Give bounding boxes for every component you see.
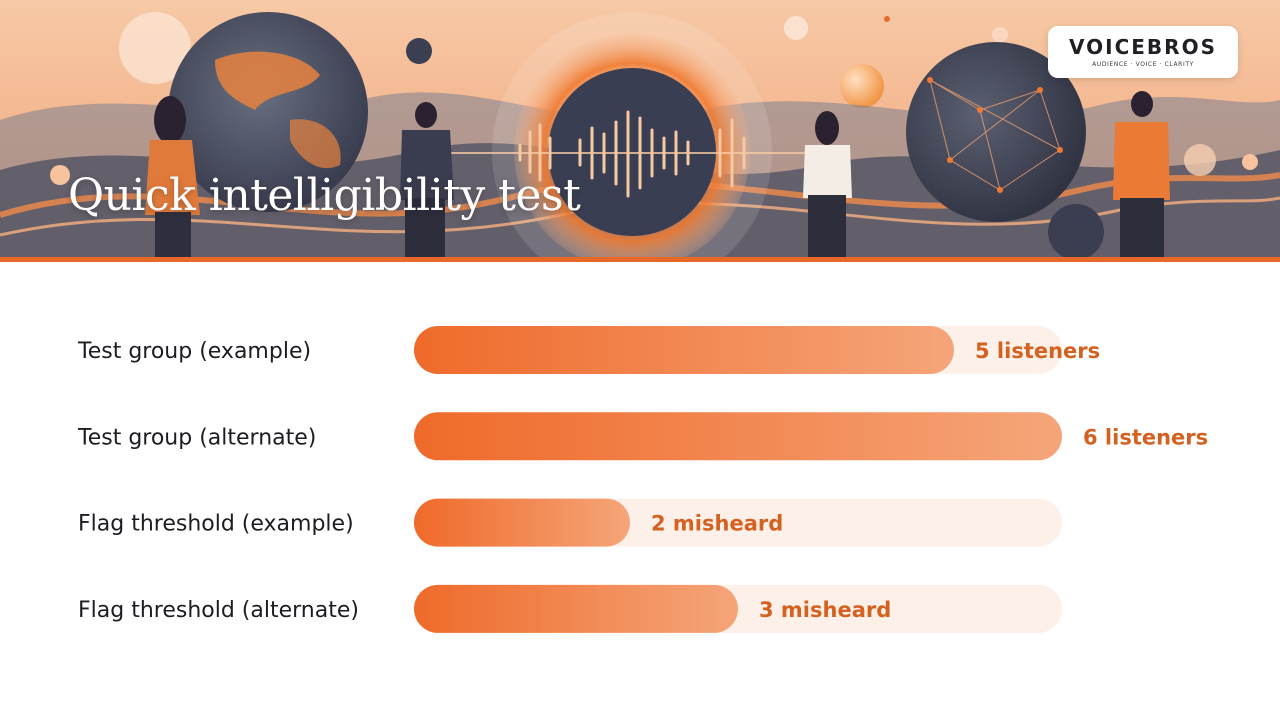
- category-label: Test group (alternate): [77, 425, 316, 450]
- logo-wordmark: VOICEBROS: [1069, 35, 1217, 59]
- bar: [414, 326, 954, 374]
- header-banner: Quick intelligibility test VOICEBROS AUD…: [0, 0, 1280, 262]
- brand-logo: VOICEBROS AUDIENCE · VOICE · CLARITY: [1048, 26, 1238, 78]
- page-title: Quick intelligibility test: [68, 170, 581, 221]
- person-figure-4: [1113, 91, 1170, 262]
- category-label: Flag threshold (alternate): [78, 598, 359, 623]
- bar-value-label: 3 misheard: [759, 598, 891, 622]
- category-label: Test group (example): [77, 339, 311, 364]
- category-label: Flag threshold (example): [78, 512, 354, 537]
- bar-value-label: 6 listeners: [1083, 425, 1208, 449]
- bar-chart: Test group (example) 5 listeners Test grou…: [0, 262, 1280, 720]
- bar: [414, 498, 630, 547]
- bar-value-label: 5 listeners: [975, 339, 1100, 363]
- person-figure-2: [400, 102, 454, 262]
- bar-chart-svg: Test group (example) 5 listeners Test grou…: [77, 326, 1208, 633]
- logo-tagline: AUDIENCE · VOICE · CLARITY: [1092, 61, 1194, 68]
- person-figure-1: [145, 96, 200, 262]
- person-figure-3: [803, 111, 852, 262]
- bar-value-label: 2 misheard: [651, 512, 783, 536]
- accent-divider: [0, 257, 1280, 262]
- bar: [414, 412, 1062, 461]
- bar: [414, 584, 738, 633]
